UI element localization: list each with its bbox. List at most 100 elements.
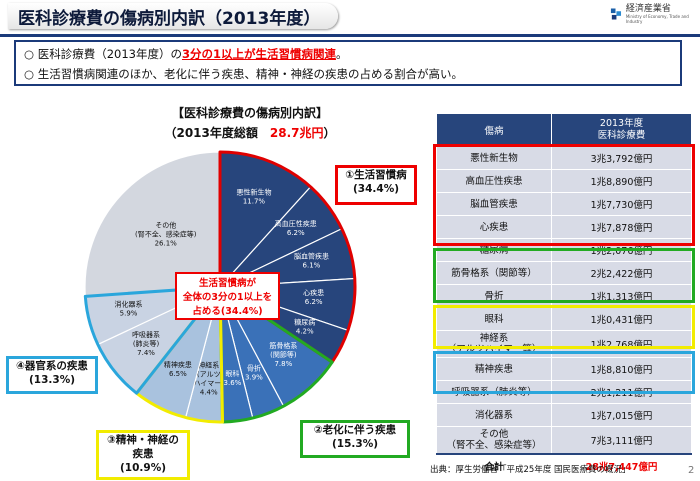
page-number: 2 bbox=[688, 465, 695, 476]
summary-line-1-prefix: ○ 医科診療費（2013年度）の bbox=[24, 47, 182, 61]
table-row: 神経系 （アルツハイマー等） 1兆2,768億円 bbox=[436, 330, 692, 358]
row-cost: 1兆1,313億円 bbox=[551, 284, 692, 308]
table-row: 消化器系 1兆7,015億円 bbox=[436, 403, 692, 427]
summary-line-1-suffix: 。 bbox=[335, 47, 348, 61]
pie-group-outline-aging bbox=[218, 285, 334, 424]
meti-logo-icon bbox=[610, 8, 622, 20]
table-row: その他 （腎不全、感染症等） 7兆3,111億円 bbox=[436, 426, 692, 455]
row-disease: 脳血管疾患 bbox=[436, 192, 552, 216]
summary-box: ○ 医科診療費（2013年度）の3分の1以上が生活習慣病関連。 ○ 生活習慣病関… bbox=[14, 40, 682, 86]
callout-aging: ②老化に伴う疾患 (15.3%) bbox=[300, 420, 410, 458]
page-title: 医科診療費の傷病別内訳（2013年度） bbox=[8, 3, 339, 29]
row-cost: 2兆2,422億円 bbox=[551, 261, 692, 285]
summary-line-2: ○ 生活習慣病関連のほか、老化に伴う疾患、精神・神経の疾患の占める割合が高い。 bbox=[24, 67, 463, 81]
row-cost: 1兆7,015億円 bbox=[551, 403, 692, 427]
center-note-line-2: 全体の3分の1以上を bbox=[182, 292, 273, 303]
row-disease: 筋骨格系（関節等） bbox=[436, 261, 552, 285]
pie-title: 【医科診療費の傷病別内訳】 bbox=[171, 106, 328, 120]
slice-label: その他(腎不全、感染症等) 26.1% bbox=[135, 220, 197, 247]
table-row: 高血圧性疾患 1兆8,890億円 bbox=[436, 169, 692, 193]
callout-organ: ④器官系の疾患 (13.3%) bbox=[6, 356, 98, 394]
title-rule bbox=[0, 34, 700, 37]
table-total-row: 合計 28兆7,447億円 bbox=[436, 453, 692, 478]
center-note-line-1: 生活習慣病が bbox=[198, 278, 256, 289]
slice-label: 消化器系 5.9% bbox=[115, 299, 143, 317]
table-row: 呼吸器系（肺炎等） 2兆1,211億円 bbox=[436, 380, 692, 404]
row-cost: 3兆3,792億円 bbox=[551, 146, 692, 170]
row-disease: 精神疾患 bbox=[436, 357, 552, 381]
callout-lifestyle-pct: (34.4%) bbox=[352, 183, 400, 195]
pie-total: （2013年度総額 28.7兆円） bbox=[100, 124, 400, 141]
row-disease: 消化器系 bbox=[436, 403, 552, 427]
cost-table-header: 傷病 2013年度 医科診療費 bbox=[436, 113, 692, 147]
row-disease: 悪性新生物 bbox=[436, 146, 552, 170]
table-row: 糖尿病 1兆2,076億円 bbox=[436, 238, 692, 262]
row-disease: 心疾患 bbox=[436, 215, 552, 239]
row-cost: 1兆0,431億円 bbox=[551, 307, 692, 331]
source-note: 出典：厚生労働省「平成25年度 国民医療費の概況」 bbox=[430, 465, 631, 475]
pie-total-suffix: ） bbox=[323, 126, 336, 140]
table-row: 精神疾患 1兆8,810億円 bbox=[436, 357, 692, 381]
pie-group-outline-mental bbox=[135, 285, 225, 424]
header-disease: 傷病 bbox=[436, 113, 552, 147]
slice-label: 精神疾患 6.5% bbox=[164, 360, 192, 378]
row-cost: 7兆3,111億円 bbox=[551, 426, 692, 455]
title-bar: 医科診療費の傷病別内訳（2013年度） 経済産業省 Ministry of Ec… bbox=[0, 0, 700, 34]
row-disease: その他 （腎不全、感染症等） bbox=[436, 426, 552, 455]
pie-total-amount: 28.7兆円 bbox=[269, 126, 324, 140]
row-cost: 1兆7,878億円 bbox=[551, 215, 692, 239]
table-row: 脳血管疾患 1兆7,730億円 bbox=[436, 192, 692, 216]
row-cost: 1兆8,810億円 bbox=[551, 357, 692, 381]
slice-label: 筋骨格系(関節等) 7.8% bbox=[269, 341, 297, 368]
table-row: 心疾患 1兆7,878億円 bbox=[436, 215, 692, 239]
pie-group-outline-lifestyle bbox=[218, 150, 357, 364]
total-value: 28兆7,447億円 bbox=[551, 453, 692, 478]
slice-label: 悪性新生物 11.7% bbox=[236, 187, 271, 205]
row-disease: 高血圧性疾患 bbox=[436, 169, 552, 193]
row-disease: 神経系 （アルツハイマー等） bbox=[436, 330, 552, 358]
slice-label: 骨折 3.9% bbox=[245, 364, 263, 382]
table-row: 骨折 1兆1,313億円 bbox=[436, 284, 692, 308]
slice-label: 呼吸器系(肺炎等) 7.4% bbox=[132, 330, 160, 357]
slice-label: 糖尿病 4.2% bbox=[294, 317, 315, 335]
callout-lifestyle-label: ①生活習慣病 bbox=[345, 169, 407, 181]
callout-organ-pct: (13.3%) bbox=[28, 374, 76, 386]
callout-mental-label-2: 疾患 bbox=[132, 448, 154, 460]
summary-line-1: ○ 医科診療費（2013年度）の3分の1以上が生活習慣病関連。 bbox=[24, 44, 672, 64]
callout-organ-label: ④器官系の疾患 bbox=[16, 360, 88, 372]
slice-label: 眼科 3.6% bbox=[224, 369, 242, 387]
row-disease: 糖尿病 bbox=[436, 238, 552, 262]
row-cost: 1兆2,768億円 bbox=[551, 330, 692, 358]
slice-label: 脳血管疾患 6.1% bbox=[294, 252, 329, 270]
meti-logo: 経済産業省 Ministry of Economy, Trade and Ind… bbox=[610, 4, 700, 24]
slice-label: 心疾患 6.2% bbox=[303, 288, 324, 306]
center-note: 生活習慣病が 全体の3分の1以上を 占める(34.4%) bbox=[175, 272, 280, 320]
callout-mental: ③精神・神経の 疾患 (10.9%) bbox=[96, 430, 190, 480]
logo-text: 経済産業省 bbox=[625, 4, 671, 14]
callout-aging-pct: (15.3%) bbox=[331, 438, 379, 450]
slice-label: 神経系(アルツハイマー) 4.4% bbox=[193, 360, 224, 396]
summary-highlight: 3分の1以上が生活習慣病関連 bbox=[181, 47, 336, 61]
pie-group-outline-organ bbox=[83, 285, 222, 395]
header-cost: 2013年度 医科診療費 bbox=[551, 113, 692, 147]
table-row: 悪性新生物 3兆3,792億円 bbox=[436, 146, 692, 170]
table-row: 眼科 1兆0,431億円 bbox=[436, 307, 692, 331]
table-row: 筋骨格系（関節等） 2兆2,422億円 bbox=[436, 261, 692, 285]
cost-table: 傷病 2013年度 医科診療費 悪性新生物 3兆3,792億円 高血圧性疾患 1兆8,… bbox=[436, 113, 692, 478]
total-label: 合計 bbox=[436, 453, 552, 478]
callout-lifestyle: ①生活習慣病 (34.4%) bbox=[335, 165, 417, 205]
row-cost: 1兆8,890億円 bbox=[551, 169, 692, 193]
slice-label: 高血圧性疾患 6.2% bbox=[275, 219, 317, 237]
row-disease: 骨折 bbox=[436, 284, 552, 308]
logo-subtext: Ministry of Economy, Trade and Industry bbox=[625, 14, 689, 24]
row-cost: 2兆1,211億円 bbox=[551, 380, 692, 404]
row-disease: 眼科 bbox=[436, 307, 552, 331]
callout-aging-label: ②老化に伴う疾患 bbox=[313, 424, 397, 436]
center-note-line-3: 占める(34.4%) bbox=[192, 306, 263, 317]
row-cost: 1兆7,730億円 bbox=[551, 192, 692, 216]
row-cost: 1兆2,076億円 bbox=[551, 238, 692, 262]
pie-slice bbox=[84, 151, 221, 297]
row-disease: 呼吸器系（肺炎等） bbox=[436, 380, 552, 404]
callout-mental-label-1: ③精神・神経の bbox=[107, 434, 179, 446]
callout-mental-pct: (10.9%) bbox=[119, 462, 167, 474]
